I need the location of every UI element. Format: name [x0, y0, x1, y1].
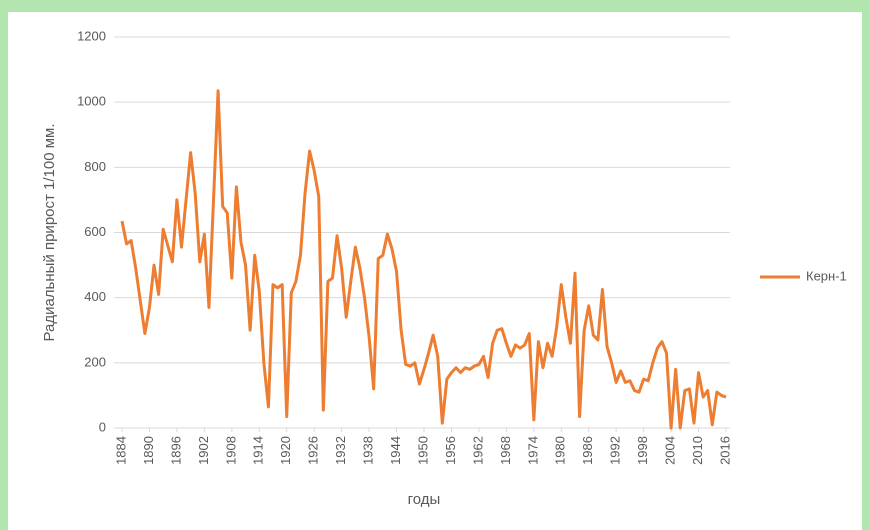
y-tick-label: 800: [84, 159, 106, 174]
x-tick-label: 1998: [635, 436, 650, 465]
x-tick-label: 1902: [196, 436, 211, 465]
y-tick-label: 200: [84, 354, 106, 369]
chart-panel: [8, 12, 862, 530]
x-tick-label: 1914: [251, 436, 266, 465]
x-tick-label: 1968: [498, 436, 513, 465]
x-tick-label: 1944: [388, 436, 403, 465]
x-tick-label: 2016: [717, 436, 732, 465]
x-tick-label: 1980: [553, 436, 568, 465]
x-tick-label: 1908: [223, 436, 238, 465]
y-tick-label: 600: [84, 224, 106, 239]
x-tick-label: 1932: [333, 436, 348, 465]
y-tick-label: 0: [99, 419, 106, 434]
x-tick-label: 1884: [113, 436, 128, 465]
x-tick-label: 1956: [443, 436, 458, 465]
x-tick-label: 1974: [525, 436, 540, 465]
y-tick-label: 400: [84, 289, 106, 304]
x-tick-label: 2010: [690, 436, 705, 465]
y-tick-label: 1200: [77, 28, 106, 43]
x-tick-label: 1896: [168, 436, 183, 465]
x-tick-label: 1920: [278, 436, 293, 465]
y-axis-title: Радиальный прирост 1/100 мм.: [41, 123, 58, 341]
x-tick-label: 2004: [663, 436, 678, 465]
x-tick-label: 1950: [415, 436, 430, 465]
x-tick-label: 1992: [608, 436, 623, 465]
x-axis-title: годы: [408, 491, 441, 508]
legend-label: Керн-1: [806, 268, 847, 283]
x-tick-label: 1890: [141, 436, 156, 465]
x-tick-label: 1938: [361, 436, 376, 465]
x-tick-label: 1962: [470, 436, 485, 465]
x-tick-label: 1926: [306, 436, 321, 465]
y-tick-label: 1000: [77, 94, 106, 109]
data-line: [120, 89, 727, 430]
x-tick-label: 1986: [580, 436, 595, 465]
